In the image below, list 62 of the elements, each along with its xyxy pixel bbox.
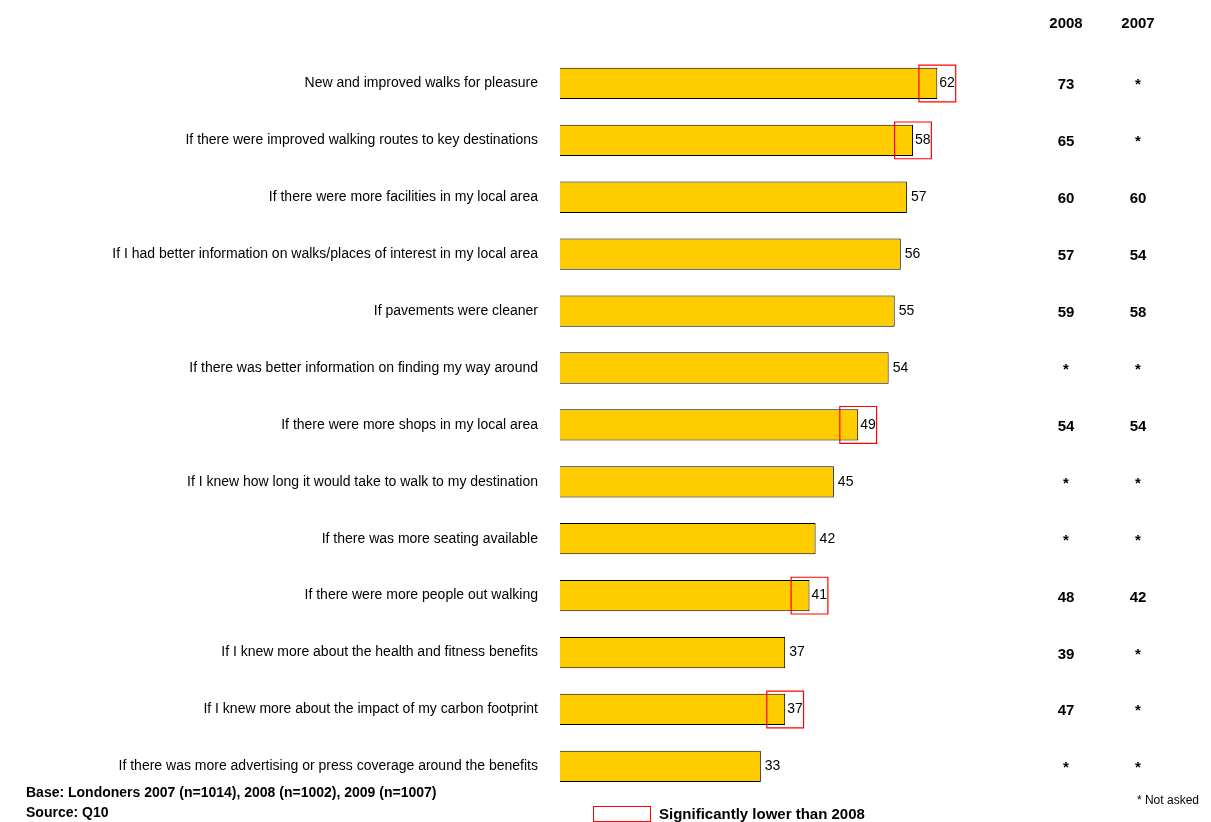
data-label: 58	[914, 131, 931, 148]
legend-label: Significantly lower than 2008	[659, 805, 865, 822]
data-label: 37	[789, 643, 805, 660]
text: 39	[1057, 644, 1075, 662]
y-tick-label: If I knew more about the health and fitness benefits	[221, 643, 538, 660]
data-label: 37	[787, 700, 803, 717]
text: *	[1135, 473, 1141, 491]
category-label: 2008	[1049, 13, 1083, 31]
y-tick-label: If there were more people out walking	[304, 586, 538, 603]
data-label: 57	[910, 188, 927, 205]
data-label: 62	[939, 74, 956, 91]
text: 54	[1129, 416, 1147, 434]
data-label: 56	[904, 245, 921, 262]
category-label: 2007	[1121, 13, 1155, 31]
y-tick-label: If there were more shops in my local area	[281, 415, 539, 432]
data-label: 42	[819, 529, 836, 546]
text: 60	[1129, 188, 1147, 206]
text: *	[1135, 74, 1141, 92]
point	[839, 405, 878, 444]
text: *	[1063, 757, 1069, 775]
text: *	[1063, 473, 1069, 491]
text: *	[1063, 530, 1069, 548]
text: 47	[1057, 700, 1075, 718]
data-label: 45	[837, 472, 854, 489]
point	[893, 121, 932, 160]
text: *	[1135, 530, 1141, 548]
text: 54	[1129, 245, 1147, 263]
text: 60	[1057, 188, 1075, 206]
text: 58	[1129, 302, 1147, 320]
text: 59	[1057, 302, 1075, 320]
data-label: 49	[860, 415, 876, 432]
data-label: 55	[898, 301, 915, 318]
text: 73	[1057, 74, 1075, 92]
source-note: Source: Q10	[26, 804, 109, 820]
y-tick-label: If there was more seating available	[321, 529, 539, 546]
point	[918, 64, 957, 103]
point	[766, 690, 805, 729]
text: 48	[1057, 587, 1075, 605]
y-tick-label: If I had better information on walks/places of interest in my local area	[112, 245, 539, 262]
text: *	[1135, 757, 1141, 775]
text: Base: Londoners 2007 (n=1014), 2008 (n=1002), 2009 (n=1007)	[26, 784, 437, 800]
y-tick-label: If I knew how long it would take to walk to my destination	[187, 472, 538, 489]
text: *	[1063, 359, 1069, 377]
y-tick-label: If there was more advertising or press coverage around the benefits	[118, 757, 538, 774]
text: *	[1135, 644, 1141, 662]
text: 65	[1057, 131, 1075, 149]
text: *	[1135, 131, 1141, 149]
text: *	[1135, 700, 1141, 718]
y-tick-label: If there was better information on finding my way around	[189, 358, 538, 375]
y-tick-label: If I knew more about the impact of my carbon footprint	[203, 700, 539, 717]
y-tick-label: If there were more facilities in my local area	[268, 188, 539, 205]
text: 42	[1129, 587, 1147, 605]
text: 54	[1057, 416, 1075, 434]
text: *	[1135, 359, 1141, 377]
data-label: 54	[892, 358, 909, 375]
y-tick-label: If pavements were cleaner	[373, 301, 539, 318]
data-label: 41	[811, 586, 828, 603]
y-tick-label: New and improved walks for pleasure	[304, 74, 539, 91]
data-label: 33	[764, 757, 781, 774]
text: * Not asked	[1136, 793, 1199, 807]
text: 57	[1057, 245, 1075, 263]
y-tick-label: If there were improved walking routes to key destinations	[185, 131, 538, 148]
